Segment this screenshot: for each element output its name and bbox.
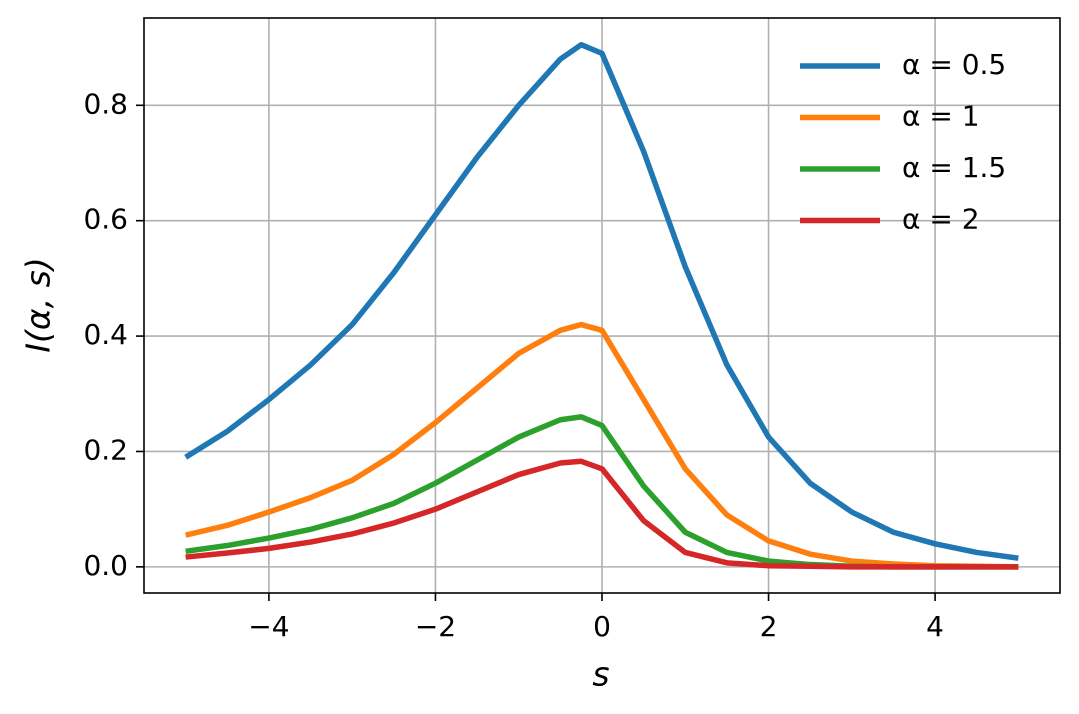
y-tick-label: 0.6 — [83, 203, 128, 236]
y-axis-label: I(α, s) — [19, 257, 58, 352]
legend-label: α = 1 — [902, 100, 980, 133]
legend-label: α = 2 — [902, 203, 980, 236]
legend-label: α = 0.5 — [902, 48, 1006, 81]
y-tick-label: 0.8 — [83, 87, 128, 120]
x-axis-label: s — [592, 655, 609, 694]
y-tick-label: 0.4 — [83, 318, 128, 351]
series-line — [185, 458, 1019, 570]
series-line — [184, 41, 1019, 561]
x-tick-label: −2 — [415, 610, 456, 643]
y-tick-label: 0.2 — [83, 433, 128, 466]
x-tick-label: −4 — [248, 610, 289, 643]
y-tick-label: 0.0 — [83, 549, 128, 582]
series-line — [185, 321, 1019, 570]
x-tick-label: 2 — [760, 610, 778, 643]
plot-frame — [143, 17, 1061, 594]
legend-label: α = 1.5 — [902, 151, 1006, 184]
x-tick-label: 0 — [593, 610, 611, 643]
x-tick-label: 4 — [926, 610, 944, 643]
